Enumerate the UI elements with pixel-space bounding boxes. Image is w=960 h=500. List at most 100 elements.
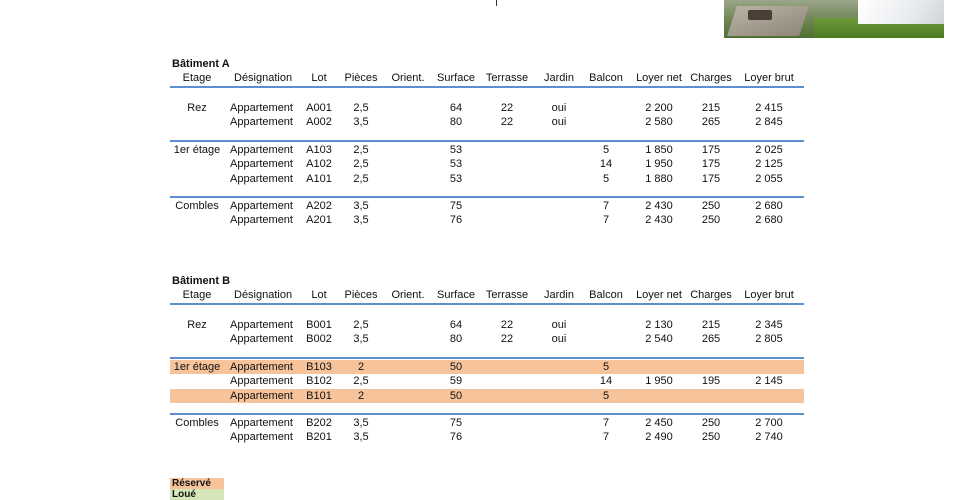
group-gap	[170, 130, 804, 139]
cell-lot: A102	[306, 158, 332, 171]
photo-furniture	[748, 10, 772, 20]
cell-loyer-net: 1 950	[645, 375, 673, 388]
cell-lot: A103	[306, 143, 332, 156]
cell-pieces: 2,5	[353, 375, 369, 388]
column-header: Charges	[690, 289, 732, 301]
cell-balcon: 14	[599, 158, 613, 171]
cell-charges: 195	[701, 375, 721, 388]
cell-surface: 53	[449, 158, 463, 171]
column-header: Surface	[437, 72, 475, 84]
cell-loyer-brut: 2 700	[755, 416, 783, 429]
column-header: Désignation	[234, 289, 293, 301]
column-header: Orient.	[391, 289, 425, 301]
cell-loyer-net: 2 430	[645, 199, 673, 212]
header-rule	[170, 303, 804, 305]
header-gap	[170, 89, 804, 101]
cell-surface: 59	[449, 375, 463, 388]
cell-designation: Appartement	[230, 172, 293, 185]
cell-designation: Appartement	[230, 360, 293, 373]
cell-surface: 53	[449, 172, 463, 185]
column-header: Jardin	[544, 289, 574, 301]
table-row: Appartement A101 2,5 53 5 1 880 175 2 055	[170, 172, 804, 186]
cell-terrasse: 22	[500, 333, 514, 346]
cell-balcon: 5	[602, 143, 610, 156]
cell-lot: A202	[306, 199, 332, 212]
column-header: Loyer brut	[744, 289, 794, 301]
table-row: 1er étage Appartement A103 2,5 53 5 1 850 175 2 …	[170, 143, 804, 157]
cell-pieces: 2,5	[353, 158, 369, 171]
cell-designation: Appartement	[230, 431, 293, 444]
group-rule	[170, 356, 804, 359]
cell-loyer-net: 2 490	[645, 431, 673, 444]
table-row: Rez Appartement A001 2,5 64 22 oui 2 200 215 2 41…	[170, 101, 804, 115]
cell-charges: 250	[701, 416, 721, 429]
group-gap	[170, 186, 804, 195]
cell-charges: 265	[701, 116, 721, 129]
table-header: Etage Désignation Lot Pièces Orient. Surface T…	[170, 71, 804, 85]
table-row: Combles Appartement B202 3,5 75 7 2 450 250 2 70…	[170, 416, 804, 430]
cell-surface: 75	[449, 199, 463, 212]
cell-charges: 175	[701, 172, 721, 185]
page-mark	[496, 0, 497, 6]
legend-loue: Loué	[170, 489, 224, 500]
cell-lot: B101	[306, 389, 332, 402]
cell-loyer-brut: 2 345	[755, 319, 783, 331]
column-header: Loyer net	[636, 289, 682, 301]
cell-loyer-brut: 2 680	[755, 199, 783, 212]
cell-charges: 265	[701, 333, 721, 346]
column-header: Pièces	[344, 289, 378, 301]
cell-charges: 175	[701, 158, 721, 171]
column-header: Loyer brut	[744, 72, 794, 84]
cell-surface: 50	[449, 360, 463, 373]
cell-designation: Appartement	[230, 333, 293, 346]
table-row: Appartement B102 2,5 59 14 1 950 195 2 145	[170, 374, 804, 388]
cell-loyer-net: 2 540	[645, 333, 673, 346]
cell-designation: Appartement	[230, 375, 293, 388]
cell-jardin: oui	[551, 319, 567, 331]
cell-loyer-brut: 2 055	[755, 172, 783, 185]
cell-surface: 80	[449, 116, 463, 129]
group-rule	[170, 412, 804, 415]
cell-etage: 1er étage	[173, 143, 221, 156]
building-title: Bâtiment A	[172, 58, 230, 70]
cell-surface: 64	[449, 319, 463, 331]
cell-pieces: 2,5	[353, 102, 369, 114]
cell-etage: Rez	[187, 102, 207, 114]
cell-designation: Appartement	[230, 158, 293, 171]
cell-lot: B201	[306, 431, 332, 444]
cell-terrasse: 22	[500, 319, 514, 331]
cell-charges: 215	[701, 102, 721, 114]
column-header: Loyer net	[636, 72, 682, 84]
cell-pieces: 2,5	[353, 143, 369, 156]
cell-etage: Rez	[187, 319, 207, 331]
cell-balcon: 14	[599, 375, 613, 388]
cell-pieces: 2,5	[353, 172, 369, 185]
legend: Réservé Loué	[170, 478, 224, 500]
table-header: Etage Désignation Lot Pièces Orient. Surface T…	[170, 288, 804, 302]
column-header: Désignation	[234, 72, 293, 84]
cell-surface: 76	[449, 431, 463, 444]
cell-surface: 76	[449, 214, 463, 227]
column-header: Orient.	[391, 72, 425, 84]
column-header: Etage	[182, 72, 212, 84]
cell-charges: 250	[701, 214, 721, 227]
cell-loyer-brut: 2 805	[755, 333, 783, 346]
cell-lot: B202	[306, 416, 332, 429]
cell-lot: A201	[306, 214, 332, 227]
cell-loyer-net: 2 130	[645, 319, 673, 331]
column-header: Terrasse	[485, 289, 529, 301]
cell-designation: Appartement	[230, 143, 293, 156]
cell-loyer-net: 1 880	[645, 172, 673, 185]
cell-lot: A101	[306, 172, 332, 185]
cell-charges: 175	[701, 143, 721, 156]
column-header: Jardin	[544, 72, 574, 84]
cell-loyer-brut: 2 680	[755, 214, 783, 227]
table-row: Appartement B101 2 50 5	[170, 388, 804, 403]
table-row: 1er étage Appartement B103 2 50 5	[170, 359, 804, 375]
cell-loyer-net: 2 430	[645, 214, 673, 227]
table-row: Appartement B201 3,5 76 7 2 490 250 2 740	[170, 430, 804, 444]
cell-balcon: 5	[602, 389, 610, 402]
cell-pieces: 2	[357, 360, 365, 373]
cell-balcon: 7	[602, 199, 610, 212]
cell-balcon: 7	[602, 431, 610, 444]
